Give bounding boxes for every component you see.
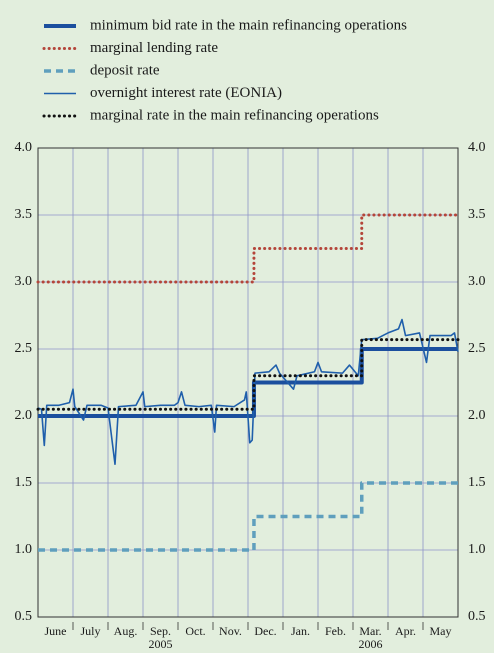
y2-tick-label: 3.5 [468, 207, 486, 222]
y-tick-label: 1.0 [15, 542, 33, 557]
y2-tick-label: 2.0 [468, 408, 486, 423]
x-tick-label: Apr. [395, 624, 416, 638]
y-tick-label: 1.5 [15, 475, 33, 490]
x-tick-label: Dec. [254, 624, 276, 638]
y-tick-label: 2.5 [15, 341, 33, 356]
year-label: 2006 [359, 637, 383, 651]
x-tick-label: Sep. [150, 624, 171, 638]
x-tick-label: Feb. [325, 624, 346, 638]
y-tick-label: 2.0 [15, 408, 33, 423]
y-tick-label: 4.0 [15, 140, 33, 155]
x-tick-label: Nov. [219, 624, 242, 638]
series-line [38, 481, 458, 552]
year-label: 2005 [149, 637, 173, 651]
legend-label: marginal lending rate [90, 40, 218, 56]
series-line [36, 338, 460, 411]
plot-frame [37, 147, 459, 618]
y-tick-label: 0.5 [15, 609, 33, 624]
series-line [36, 213, 460, 284]
x-tick-label: June [45, 624, 67, 638]
legend-label: marginal rate in the main refinancing op… [90, 107, 379, 123]
x-tick-label: July [80, 624, 100, 638]
x-tick-label: May [430, 624, 452, 638]
series-line [37, 318, 459, 466]
legend-label: overnight interest rate (EONIA) [90, 85, 282, 101]
y2-tick-label: 4.0 [468, 140, 486, 155]
x-tick-label: Oct. [185, 624, 205, 638]
x-tick-label: Aug. [114, 624, 138, 638]
series-line [38, 347, 458, 418]
x-tick-label: Mar. [359, 624, 381, 638]
y2-tick-label: 3.0 [468, 274, 486, 289]
y2-tick-label: 1.0 [468, 542, 486, 557]
y-tick-label: 3.5 [15, 207, 33, 222]
y2-tick-label: 1.5 [468, 475, 486, 490]
legend-label: minimum bid rate in the main refinancing… [90, 17, 407, 33]
y2-tick-label: 2.5 [468, 341, 486, 356]
legend-label: deposit rate [90, 62, 160, 78]
x-tick-label: Jan. [291, 624, 310, 638]
y-tick-label: 3.0 [15, 274, 33, 289]
y2-tick-label: 0.5 [468, 609, 486, 624]
